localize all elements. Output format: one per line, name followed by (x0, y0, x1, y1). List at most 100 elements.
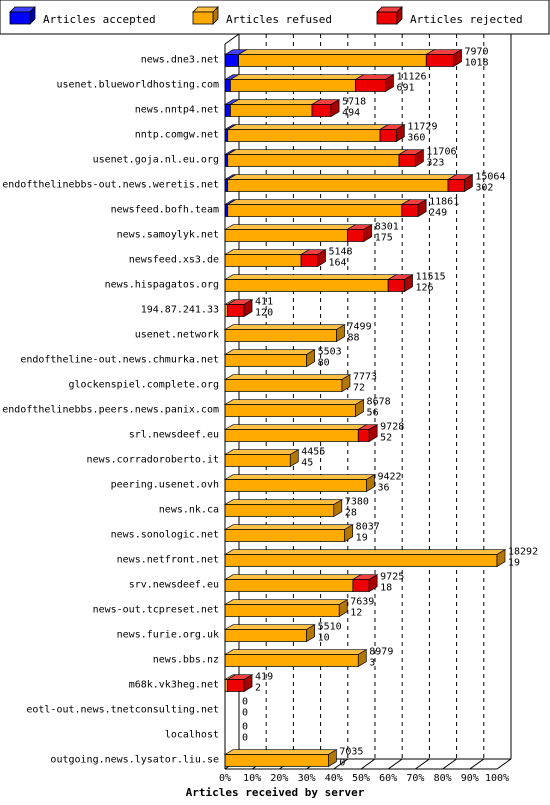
bar-side-refused (496, 549, 506, 568)
value-label-refused: 302 (475, 183, 493, 194)
bar-rejected (379, 129, 397, 142)
x-tick-label: 40% (325, 773, 343, 784)
category-label: srl.newsdeef.eu (129, 430, 219, 441)
bar-refused (224, 654, 359, 667)
bar-top-refused (223, 374, 352, 380)
bar-side-rejected (330, 99, 340, 118)
bar-refused (227, 154, 400, 167)
x-tick-label: 0% (219, 773, 231, 784)
value-label-refused: 19 (356, 533, 368, 544)
x-tick-label: 10% (243, 773, 261, 784)
bar-accepted (224, 104, 231, 117)
category-label: newsfeed.bofh.team (111, 205, 219, 216)
bar-side-refused (306, 349, 315, 368)
bar-refused (227, 129, 381, 142)
category-label: nntp.comgw.net (135, 130, 219, 141)
value-label-total: 5148 (328, 247, 352, 258)
value-label-total: 7970 (464, 47, 488, 58)
bar-rejected (398, 154, 416, 167)
value-label-total: 7639 (350, 597, 374, 608)
bar-rejected (311, 104, 332, 117)
x-tick-label: 30% (298, 773, 316, 784)
value-label-refused: 0 (242, 708, 248, 719)
bar-top-refused (223, 249, 311, 255)
floor-tick-80 (442, 758, 457, 770)
value-label-total: 11729 (407, 122, 437, 133)
bar-refused (224, 229, 348, 242)
bar-refused (224, 604, 340, 617)
category-label: news.netfront.net (117, 555, 219, 566)
value-label-refused: 72 (353, 383, 365, 394)
value-label-refused: 3 (369, 658, 375, 669)
bar-top-refused (223, 349, 316, 355)
bar-refused (230, 104, 313, 117)
category-label: news.hispagatos.org (105, 280, 219, 291)
category-labels: news.dne3.net usenet.blueworldhosting.com… (2, 55, 219, 766)
bar-refused (227, 179, 449, 192)
bar-rejected (425, 54, 454, 67)
bar-side-refused (333, 499, 343, 518)
category-label: news-out.tcpreset.net (93, 605, 219, 616)
category-label: peering.usenet.ovh (111, 480, 219, 491)
value-label-refused: 164 (328, 258, 346, 269)
bar-side-rejected (453, 49, 462, 68)
x-tick-label: 20% (270, 773, 288, 784)
bar-top-refused (223, 599, 349, 605)
value-label-refused: 120 (255, 308, 273, 319)
bar-side-refused (328, 749, 337, 768)
value-label-total: 11706 (426, 147, 456, 158)
bar-top-refused (223, 474, 376, 480)
floor-tick-40 (333, 758, 349, 770)
bar-refused (224, 479, 367, 492)
bar-side-refused (355, 399, 364, 418)
bar-top-refused (223, 224, 357, 230)
bar-rejected (401, 204, 419, 217)
legend-swatch-rejected (376, 11, 398, 25)
category-label: usenet.network (135, 330, 219, 341)
bar-side-refused (341, 374, 351, 393)
value-label-total: 8301 (375, 222, 399, 233)
category-label: usenet.goja.nl.eu.org (93, 155, 219, 166)
bar-side-refused (336, 324, 345, 343)
value-label-total: 4455 (301, 447, 325, 458)
category-label: srv.newsdeef.eu (129, 580, 219, 591)
bar-top-refused (223, 399, 365, 405)
value-label-refused: 45 (301, 458, 313, 469)
bar-side-rejected (368, 574, 378, 593)
value-label-refused: 10 (318, 633, 330, 644)
value-label-refused: 0 (339, 758, 345, 769)
value-label-refused: 28 (345, 508, 357, 519)
bar-rejected (227, 304, 245, 317)
bar-refused (227, 204, 403, 217)
legend: Articles accepted Articles refused Article… (9, 6, 523, 26)
bar-refused (230, 79, 356, 92)
bar-top-refused (223, 649, 368, 655)
floor-tick-100 (496, 758, 512, 770)
bar-top-refused (226, 149, 409, 155)
bar-top-refused (223, 499, 344, 505)
category-label: usenet.blueworldhosting.com (56, 80, 219, 91)
category-label: news.dne3.net (141, 55, 219, 66)
bar-side-refused (357, 649, 367, 668)
bar-side-refused (366, 474, 375, 493)
value-label-refused: 18 (380, 583, 392, 594)
value-label-refused: 175 (375, 233, 393, 244)
bar-side-rejected (368, 424, 378, 443)
x-tick-label: 60% (379, 773, 397, 784)
x-tick-label: 80% (434, 773, 452, 784)
bar-side-rejected (243, 299, 253, 318)
floor-tick-70 (415, 758, 430, 770)
bar-rejected (357, 429, 370, 442)
bar-refused (224, 754, 329, 767)
legend-swatch-refused (192, 11, 214, 25)
legend-box (0, 0, 550, 35)
value-labels: 7970101811126691571849411729360117063231… (242, 47, 538, 769)
value-label-refused: 2 (255, 683, 261, 694)
value-label-total: 7773 (353, 372, 377, 383)
x-axis: 0% 10% 20% 30% 40% 50% 60% 70% 80% 90% 100% (219, 44, 509, 784)
value-label-refused: 1018 (464, 58, 488, 69)
value-label-total: 9422 (377, 472, 401, 483)
x-axis-title: Articles received by server (186, 786, 365, 799)
bar-refused (224, 454, 291, 467)
